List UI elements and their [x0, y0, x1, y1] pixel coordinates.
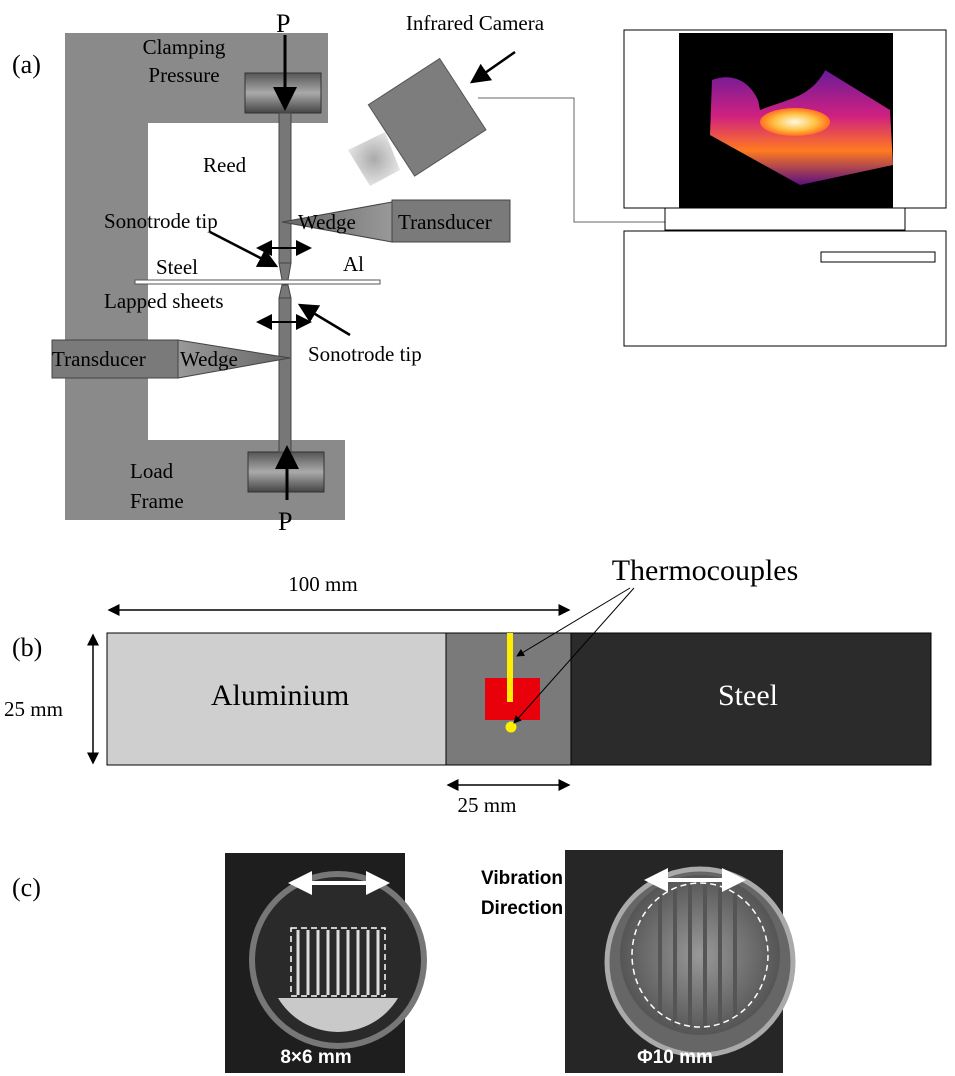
lapped-label: Lapped sheets	[104, 289, 224, 313]
computer-case	[624, 231, 946, 346]
force-label: P	[276, 9, 290, 38]
panel-label: (c)	[12, 873, 41, 902]
clamping-label: Pressure	[148, 63, 219, 87]
monitor-base	[665, 208, 905, 230]
thermocouple-tip	[506, 722, 517, 733]
dimension-label: 25 mm	[458, 793, 517, 817]
pointer	[300, 305, 350, 335]
sonotrode-label: Sonotrode tip	[308, 342, 422, 366]
dimension-label: 100 mm	[288, 572, 357, 596]
force-label: P	[278, 507, 292, 536]
thermal-hotspot	[760, 108, 830, 136]
panel-c: (c) Vibration Direction 8×6 mm Φ10 mm	[12, 850, 793, 1073]
panel-label: (a)	[12, 50, 41, 79]
camera-label: Infrared Camera	[406, 11, 545, 35]
wedge-label: Wedge	[298, 210, 356, 234]
direction-label: Vibration	[481, 868, 563, 889]
reed-top	[279, 113, 291, 263]
sonotrode-label: Sonotrode tip	[104, 209, 218, 233]
transducer-label: Transducer	[52, 347, 146, 371]
size-label: 8×6 mm	[280, 1047, 351, 1068]
tip-bottom	[279, 285, 291, 298]
frame-label: Load	[130, 459, 174, 483]
reed-label: Reed	[203, 153, 247, 177]
direction-label: Direction	[481, 898, 563, 919]
wedge-label: Wedge	[180, 347, 238, 371]
al-label: Al	[343, 252, 364, 276]
aluminium-label: Aluminium	[211, 679, 349, 712]
steel-label: Steel	[718, 679, 778, 712]
tip-face	[620, 875, 780, 1035]
steel-label: Steel	[156, 255, 198, 279]
tip-top	[279, 263, 291, 280]
panel-a: (a) P Clamping Pressure Infrared Camera …	[12, 9, 946, 536]
top-block	[245, 73, 321, 113]
thermocouples-label: Thermocouples	[612, 554, 799, 587]
panel-b: (b) 100 mm Thermocouples Aluminium Steel…	[4, 554, 931, 817]
transducer-label: Transducer	[398, 210, 492, 234]
panel-label: (b)	[12, 633, 42, 662]
drive-slot	[821, 252, 935, 262]
figure: (a) P Clamping Pressure Infrared Camera …	[0, 0, 955, 1076]
dimension-label: 25 mm	[4, 697, 63, 721]
sheets	[135, 280, 380, 284]
frame-label: Frame	[130, 489, 184, 513]
size-label: Φ10 mm	[637, 1047, 713, 1068]
pointer	[472, 52, 515, 82]
clamping-label: Clamping	[143, 35, 226, 59]
